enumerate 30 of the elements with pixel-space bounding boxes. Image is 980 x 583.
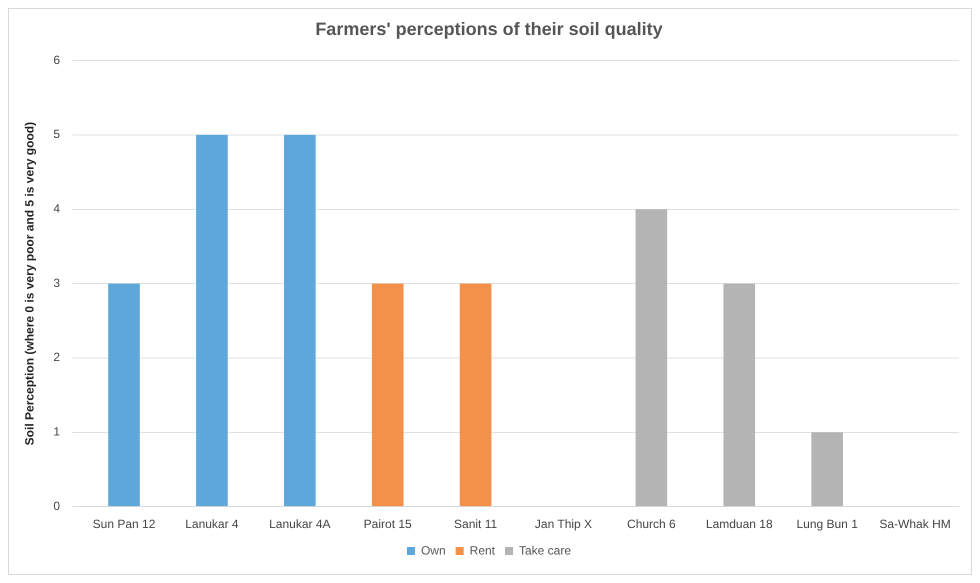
x-tick-label: Lanukar 4 (185, 517, 239, 532)
legend-label: Own (420, 543, 446, 558)
x-tick-label: Pairot 15 (364, 517, 412, 532)
x-tick-label: Sun Pan 12 (92, 517, 156, 532)
x-tick-label: Lanukar 4A (269, 517, 330, 532)
legend-label: Take care (519, 543, 572, 558)
x-tick-label: Lamduan 18 (706, 517, 773, 532)
bar (372, 284, 404, 506)
x-tick-label: Jan Thip X (534, 517, 592, 532)
x-tick-label: Sanit 11 (454, 517, 498, 532)
x-tick-label: Lung Bun 1 (796, 517, 858, 532)
bar (284, 134, 316, 506)
chart-title: Farmers' perceptions of their soil quality (315, 18, 663, 39)
bar (108, 284, 140, 506)
x-tick-label: Church 6 (627, 517, 676, 532)
x-tick-label: Sa-Whak HM (879, 517, 951, 532)
y-tick-label: 2 (53, 350, 60, 364)
y-tick-label: 3 (53, 276, 60, 290)
y-axis-title: Soil Perception (where 0 is very poor and 5 is very good) (22, 122, 37, 446)
y-tick-label: 1 (53, 424, 60, 439)
bar (460, 284, 492, 506)
y-tick-label: 6 (53, 52, 60, 67)
y-tick-label: 0 (53, 498, 60, 513)
bar (196, 134, 228, 506)
bar (636, 209, 668, 506)
y-tick-label: 5 (53, 127, 60, 142)
y-tick-label: 4 (53, 202, 60, 216)
bar (811, 432, 843, 506)
bar (723, 284, 756, 506)
legend-label: Rent (470, 543, 496, 558)
